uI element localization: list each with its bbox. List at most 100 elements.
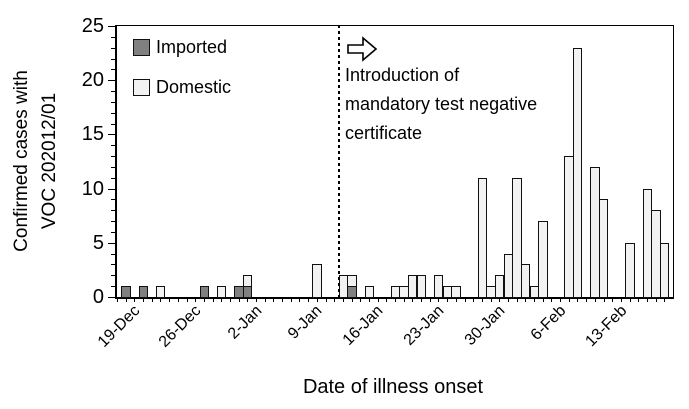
x-axis-tick	[151, 298, 153, 302]
x-axis-tick	[629, 298, 631, 302]
x-axis-tick	[603, 298, 605, 302]
x-axis-tick	[646, 298, 648, 302]
y-axis-tick	[111, 145, 115, 147]
x-axis-tick	[507, 298, 509, 302]
y-axis-tick-label: 25	[81, 15, 104, 37]
x-axis-tick	[551, 298, 553, 302]
y-axis-tick	[111, 210, 115, 212]
policy-vline	[337, 25, 340, 298]
legend-item-domestic: Domestic	[133, 78, 231, 96]
y-axis-tick	[111, 36, 115, 38]
y-axis-tick	[111, 231, 115, 233]
annotation-line: mandatory test negative	[345, 94, 538, 114]
y-axis-tick	[111, 58, 115, 60]
x-axis-tick	[368, 298, 370, 302]
y-axis-tick	[111, 177, 115, 179]
x-axis-tick	[577, 298, 579, 302]
bar-segment-domestic	[347, 275, 357, 288]
x-axis-tick	[438, 298, 440, 302]
y-axis-tick	[108, 80, 115, 82]
bar-segment-domestic	[216, 286, 227, 298]
x-axis-tick	[325, 298, 327, 302]
bar-segment-domestic	[312, 264, 322, 298]
y-axis-tick-label: 5	[92, 231, 104, 254]
x-axis-tick-label: 26-Dec	[155, 302, 205, 351]
x-axis-tick	[351, 298, 353, 302]
x-axis-tick	[360, 298, 362, 302]
y-axis-tick	[108, 26, 115, 27]
bar-segment-domestic	[573, 47, 583, 298]
bar-segment-imported	[138, 286, 148, 298]
y-axis-tick-label: 20	[81, 69, 104, 92]
x-axis-tick-label: 30-Jan	[461, 302, 509, 349]
x-axis-tick	[316, 298, 318, 302]
y-axis-tick	[111, 253, 115, 255]
x-axis-tick	[594, 298, 596, 302]
bar-segment-domestic	[659, 242, 670, 298]
legend-item-imported: Imported	[133, 38, 231, 56]
plot-area	[115, 25, 674, 299]
legend-label-imported: Imported	[156, 37, 228, 57]
bar-segment-domestic	[538, 221, 548, 298]
y-axis-tick	[111, 69, 115, 71]
x-axis-tick	[160, 298, 162, 302]
y-axis-tick-label: 10	[81, 177, 104, 200]
legend-label-domestic: Domestic	[156, 77, 232, 97]
x-axis-tick	[421, 298, 423, 302]
bar-segment-imported	[347, 286, 357, 298]
x-axis-tick	[195, 298, 197, 302]
vline-annotation-text: Introduction of mandatory test negative …	[345, 61, 537, 148]
x-axis-title: Date of illness onset	[302, 376, 484, 398]
bar-segment-imported	[121, 286, 131, 298]
x-axis-tick	[447, 298, 449, 302]
y-axis-title-line1: Confirmed cases with	[11, 69, 32, 252]
y-axis-tick	[108, 134, 115, 136]
imported-swatch-icon	[133, 38, 150, 56]
legend: Imported Domestic	[133, 38, 231, 118]
x-axis-tick	[638, 298, 640, 302]
annotation-line: Introduction of	[345, 65, 460, 85]
x-axis-tick	[282, 298, 284, 302]
x-axis-tick	[586, 298, 588, 302]
x-axis-tick	[299, 298, 301, 302]
x-axis-tick	[499, 298, 501, 302]
x-axis-tick	[403, 298, 405, 302]
bar-segment-domestic	[520, 264, 531, 298]
annotation-line: certificate	[345, 123, 423, 143]
x-axis-tick	[534, 298, 535, 302]
x-axis-tick	[473, 298, 475, 302]
x-axis-tick	[290, 298, 292, 302]
x-axis-tick	[117, 298, 118, 302]
x-axis-tick	[203, 298, 205, 302]
x-axis-tick	[247, 298, 249, 302]
x-axis-tick	[560, 298, 562, 302]
x-axis-tick	[334, 298, 336, 302]
x-axis-tick	[212, 298, 214, 302]
x-axis-tick	[620, 298, 622, 302]
x-axis-tick	[516, 298, 518, 302]
x-axis-tick	[186, 298, 188, 302]
y-axis-tick	[111, 275, 115, 277]
y-axis-tick	[111, 199, 115, 201]
x-axis-tick	[412, 298, 414, 302]
y-axis-tick	[111, 123, 115, 125]
x-axis-tick	[481, 298, 483, 302]
x-axis-tick	[455, 298, 457, 302]
x-axis-tick	[342, 298, 344, 302]
y-axis-tick	[108, 188, 115, 190]
x-axis-tick	[490, 298, 492, 302]
bar-segment-domestic	[416, 275, 426, 298]
x-axis-tick	[143, 298, 145, 302]
bar-segment-domestic	[625, 242, 635, 298]
x-axis-tick-label: 16-Jan	[339, 302, 387, 349]
x-axis-tick-label: 13-Feb	[581, 302, 630, 351]
x-axis-tick	[134, 298, 136, 302]
x-axis-tick	[125, 298, 127, 302]
y-axis-tick	[111, 264, 115, 266]
x-axis-tick-label: 6-Feb	[527, 302, 570, 344]
y-axis-title-line2: VOC 202012/01	[39, 92, 60, 229]
y-axis-tick	[111, 101, 115, 103]
x-axis-tick	[273, 298, 275, 302]
block-arrow-right-icon	[347, 36, 378, 62]
x-axis-tick	[612, 298, 614, 302]
